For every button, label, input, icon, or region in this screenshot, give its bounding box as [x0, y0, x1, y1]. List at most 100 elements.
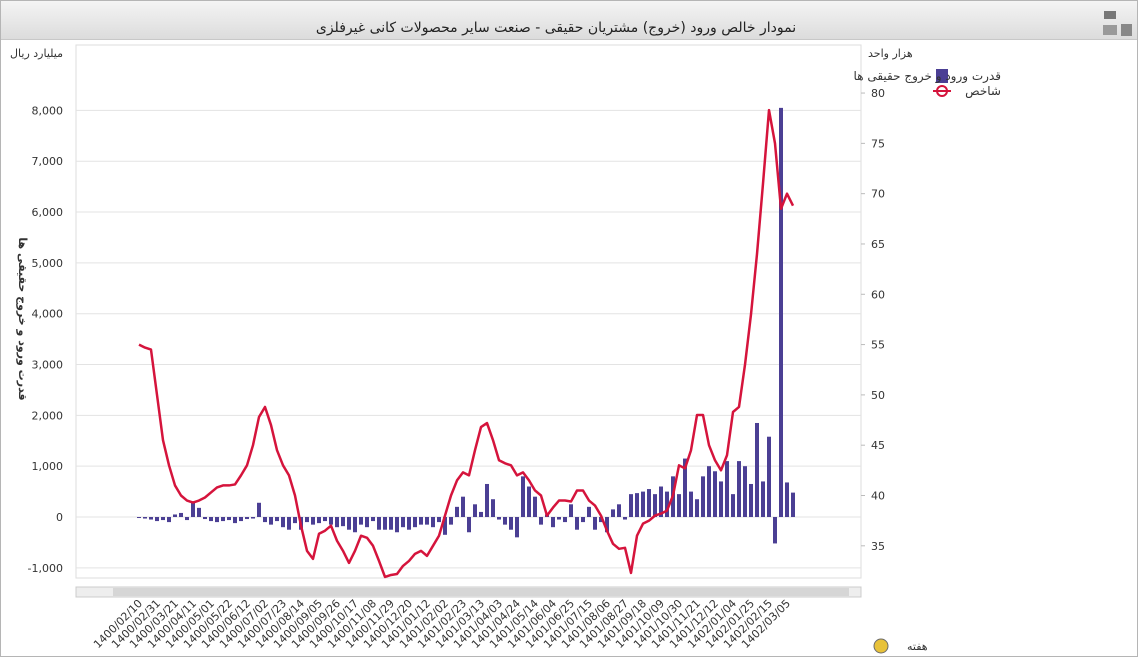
bar [347, 517, 351, 530]
bar [467, 517, 471, 533]
icon-print[interactable] [1103, 25, 1117, 35]
bar [221, 517, 225, 522]
bar [389, 517, 393, 530]
bar [383, 517, 387, 530]
bar [599, 517, 603, 523]
bar [257, 502, 261, 518]
y-tick-label: -1,000 [28, 562, 63, 575]
bar [701, 476, 705, 518]
bar [209, 517, 213, 522]
bar [665, 491, 669, 518]
chart-title: نمودار خالص ورود (خروج) مشتریان حقیقی - … [316, 20, 796, 36]
y2-tick-label: 70 [871, 188, 885, 201]
bar [689, 491, 693, 518]
bar [581, 517, 585, 523]
bar [143, 517, 147, 519]
y-unit: میلیارد ریال [10, 47, 63, 60]
y-tick-label: 7,000 [32, 155, 64, 168]
line [138, 108, 795, 579]
y-axis-title: قدرت ورود و خروج حقیقی ها [15, 237, 29, 400]
bar [743, 466, 747, 518]
bar [167, 517, 171, 523]
bar [335, 517, 339, 528]
bar [239, 517, 243, 522]
y-tick-label: 3,000 [32, 359, 64, 372]
bar [767, 436, 771, 518]
y2-tick-label: 60 [871, 288, 885, 301]
bar [407, 517, 411, 530]
bar [695, 499, 699, 518]
bar [419, 517, 423, 525]
icon-export[interactable] [1121, 24, 1132, 36]
y2-unit: هزار واحد [868, 47, 913, 60]
bar [317, 517, 321, 524]
bar [311, 517, 315, 525]
bar [623, 517, 627, 520]
bar [185, 517, 189, 521]
bar [401, 517, 405, 528]
bar [617, 504, 621, 518]
y-tick-label: 2,000 [32, 409, 64, 422]
bar [329, 517, 333, 525]
bar [641, 491, 645, 518]
bar [557, 517, 561, 520]
bar [377, 517, 381, 530]
bar [587, 506, 591, 518]
bar [773, 517, 777, 544]
bar [305, 517, 309, 523]
y2-tick-label: 55 [871, 339, 885, 352]
bar [521, 476, 525, 518]
bar [461, 496, 465, 518]
bar [779, 107, 783, 518]
bar [569, 504, 573, 518]
bar [551, 517, 555, 528]
bar [341, 517, 345, 527]
bar [635, 493, 639, 518]
bar [245, 517, 249, 520]
bar [527, 486, 531, 518]
bar [683, 458, 687, 518]
bar [155, 517, 159, 522]
bar [395, 517, 399, 533]
bar [749, 483, 753, 518]
bar [647, 489, 651, 518]
bar [425, 517, 429, 525]
y-tick-label: 1,000 [32, 460, 64, 473]
y-tick-label: 8,000 [32, 104, 64, 117]
bar [449, 517, 453, 525]
bar [737, 461, 741, 518]
bar [161, 517, 165, 521]
bar [269, 517, 273, 525]
scrollbar-thumb[interactable] [113, 588, 849, 596]
bar [293, 517, 297, 524]
bar [791, 492, 795, 518]
bar [575, 517, 579, 530]
bar [491, 499, 495, 518]
bar [473, 504, 477, 518]
icon-minimize[interactable] [1104, 11, 1116, 19]
y2-tick-label: 50 [871, 389, 885, 402]
legend-swatch [936, 85, 948, 97]
bar [761, 481, 765, 518]
refresh-icon[interactable] [873, 638, 889, 654]
y-tick-label: 4,000 [32, 308, 64, 321]
bar [713, 471, 717, 518]
bar [287, 517, 291, 530]
bar [173, 514, 177, 518]
legend-label: شاخص [965, 84, 1001, 99]
y2-tick-label: 80 [871, 87, 885, 100]
y2-tick-label: 45 [871, 439, 885, 452]
bar [707, 466, 711, 518]
bar [677, 494, 681, 518]
bar [275, 517, 279, 522]
bar [755, 422, 759, 518]
bar [263, 517, 267, 523]
bar [191, 502, 195, 518]
bar [611, 509, 615, 518]
y2-tick-label: 40 [871, 489, 885, 502]
bar [593, 517, 597, 530]
bar [605, 517, 609, 533]
bar [197, 507, 201, 518]
bar [515, 517, 519, 538]
